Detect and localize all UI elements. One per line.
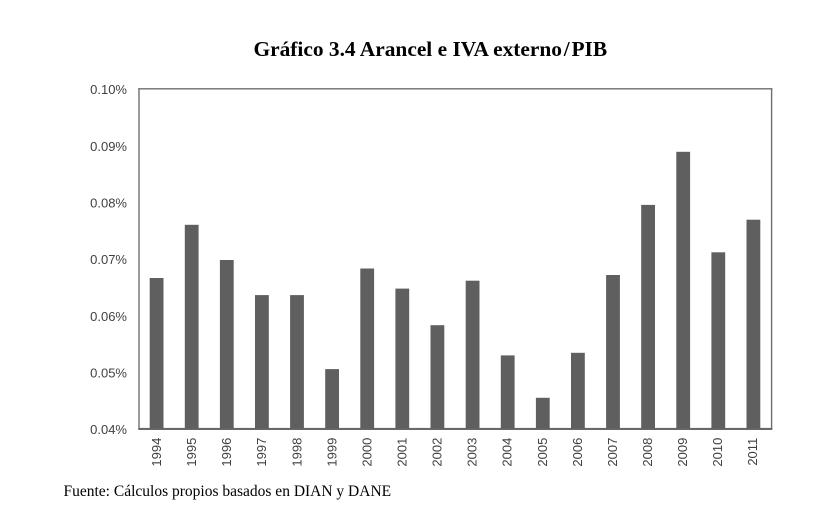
svg-text:1996: 1996	[219, 438, 234, 467]
svg-text:1995: 1995	[184, 438, 199, 467]
svg-text:1997: 1997	[254, 438, 269, 467]
svg-text:2005: 2005	[535, 438, 550, 467]
svg-text:0.04%: 0.04%	[90, 422, 127, 437]
svg-text:2011: 2011	[745, 438, 760, 466]
svg-text:2001: 2001	[395, 438, 410, 467]
svg-text:2009: 2009	[675, 438, 690, 467]
svg-text:2003: 2003	[465, 438, 480, 467]
svg-text:2004: 2004	[500, 438, 515, 467]
svg-text:2008: 2008	[640, 438, 655, 467]
svg-text:1998: 1998	[289, 438, 304, 467]
svg-text:0.08%: 0.08%	[90, 195, 127, 210]
svg-text:2006: 2006	[570, 438, 585, 467]
svg-text:0.05%: 0.05%	[90, 365, 127, 380]
svg-text:2002: 2002	[430, 438, 445, 467]
svg-text:Gráfico 3.4 Arancel e IVA exte: Gráfico 3.4 Arancel e IVA externo / PIB	[253, 37, 607, 61]
svg-text:0.07%: 0.07%	[90, 252, 127, 267]
svg-text:2000: 2000	[359, 438, 374, 467]
svg-text:0.09%: 0.09%	[90, 139, 127, 154]
svg-text:2010: 2010	[710, 438, 725, 467]
svg-text:1999: 1999	[324, 438, 339, 467]
svg-text:0.06%: 0.06%	[90, 309, 127, 324]
svg-text:1994: 1994	[149, 438, 164, 467]
svg-text:2007: 2007	[605, 438, 620, 467]
svg-text:Fuente: Cálculos propios basad: Fuente: Cálculos propios basados en DIAN…	[64, 483, 392, 500]
svg-text:0.10%: 0.10%	[90, 82, 127, 97]
